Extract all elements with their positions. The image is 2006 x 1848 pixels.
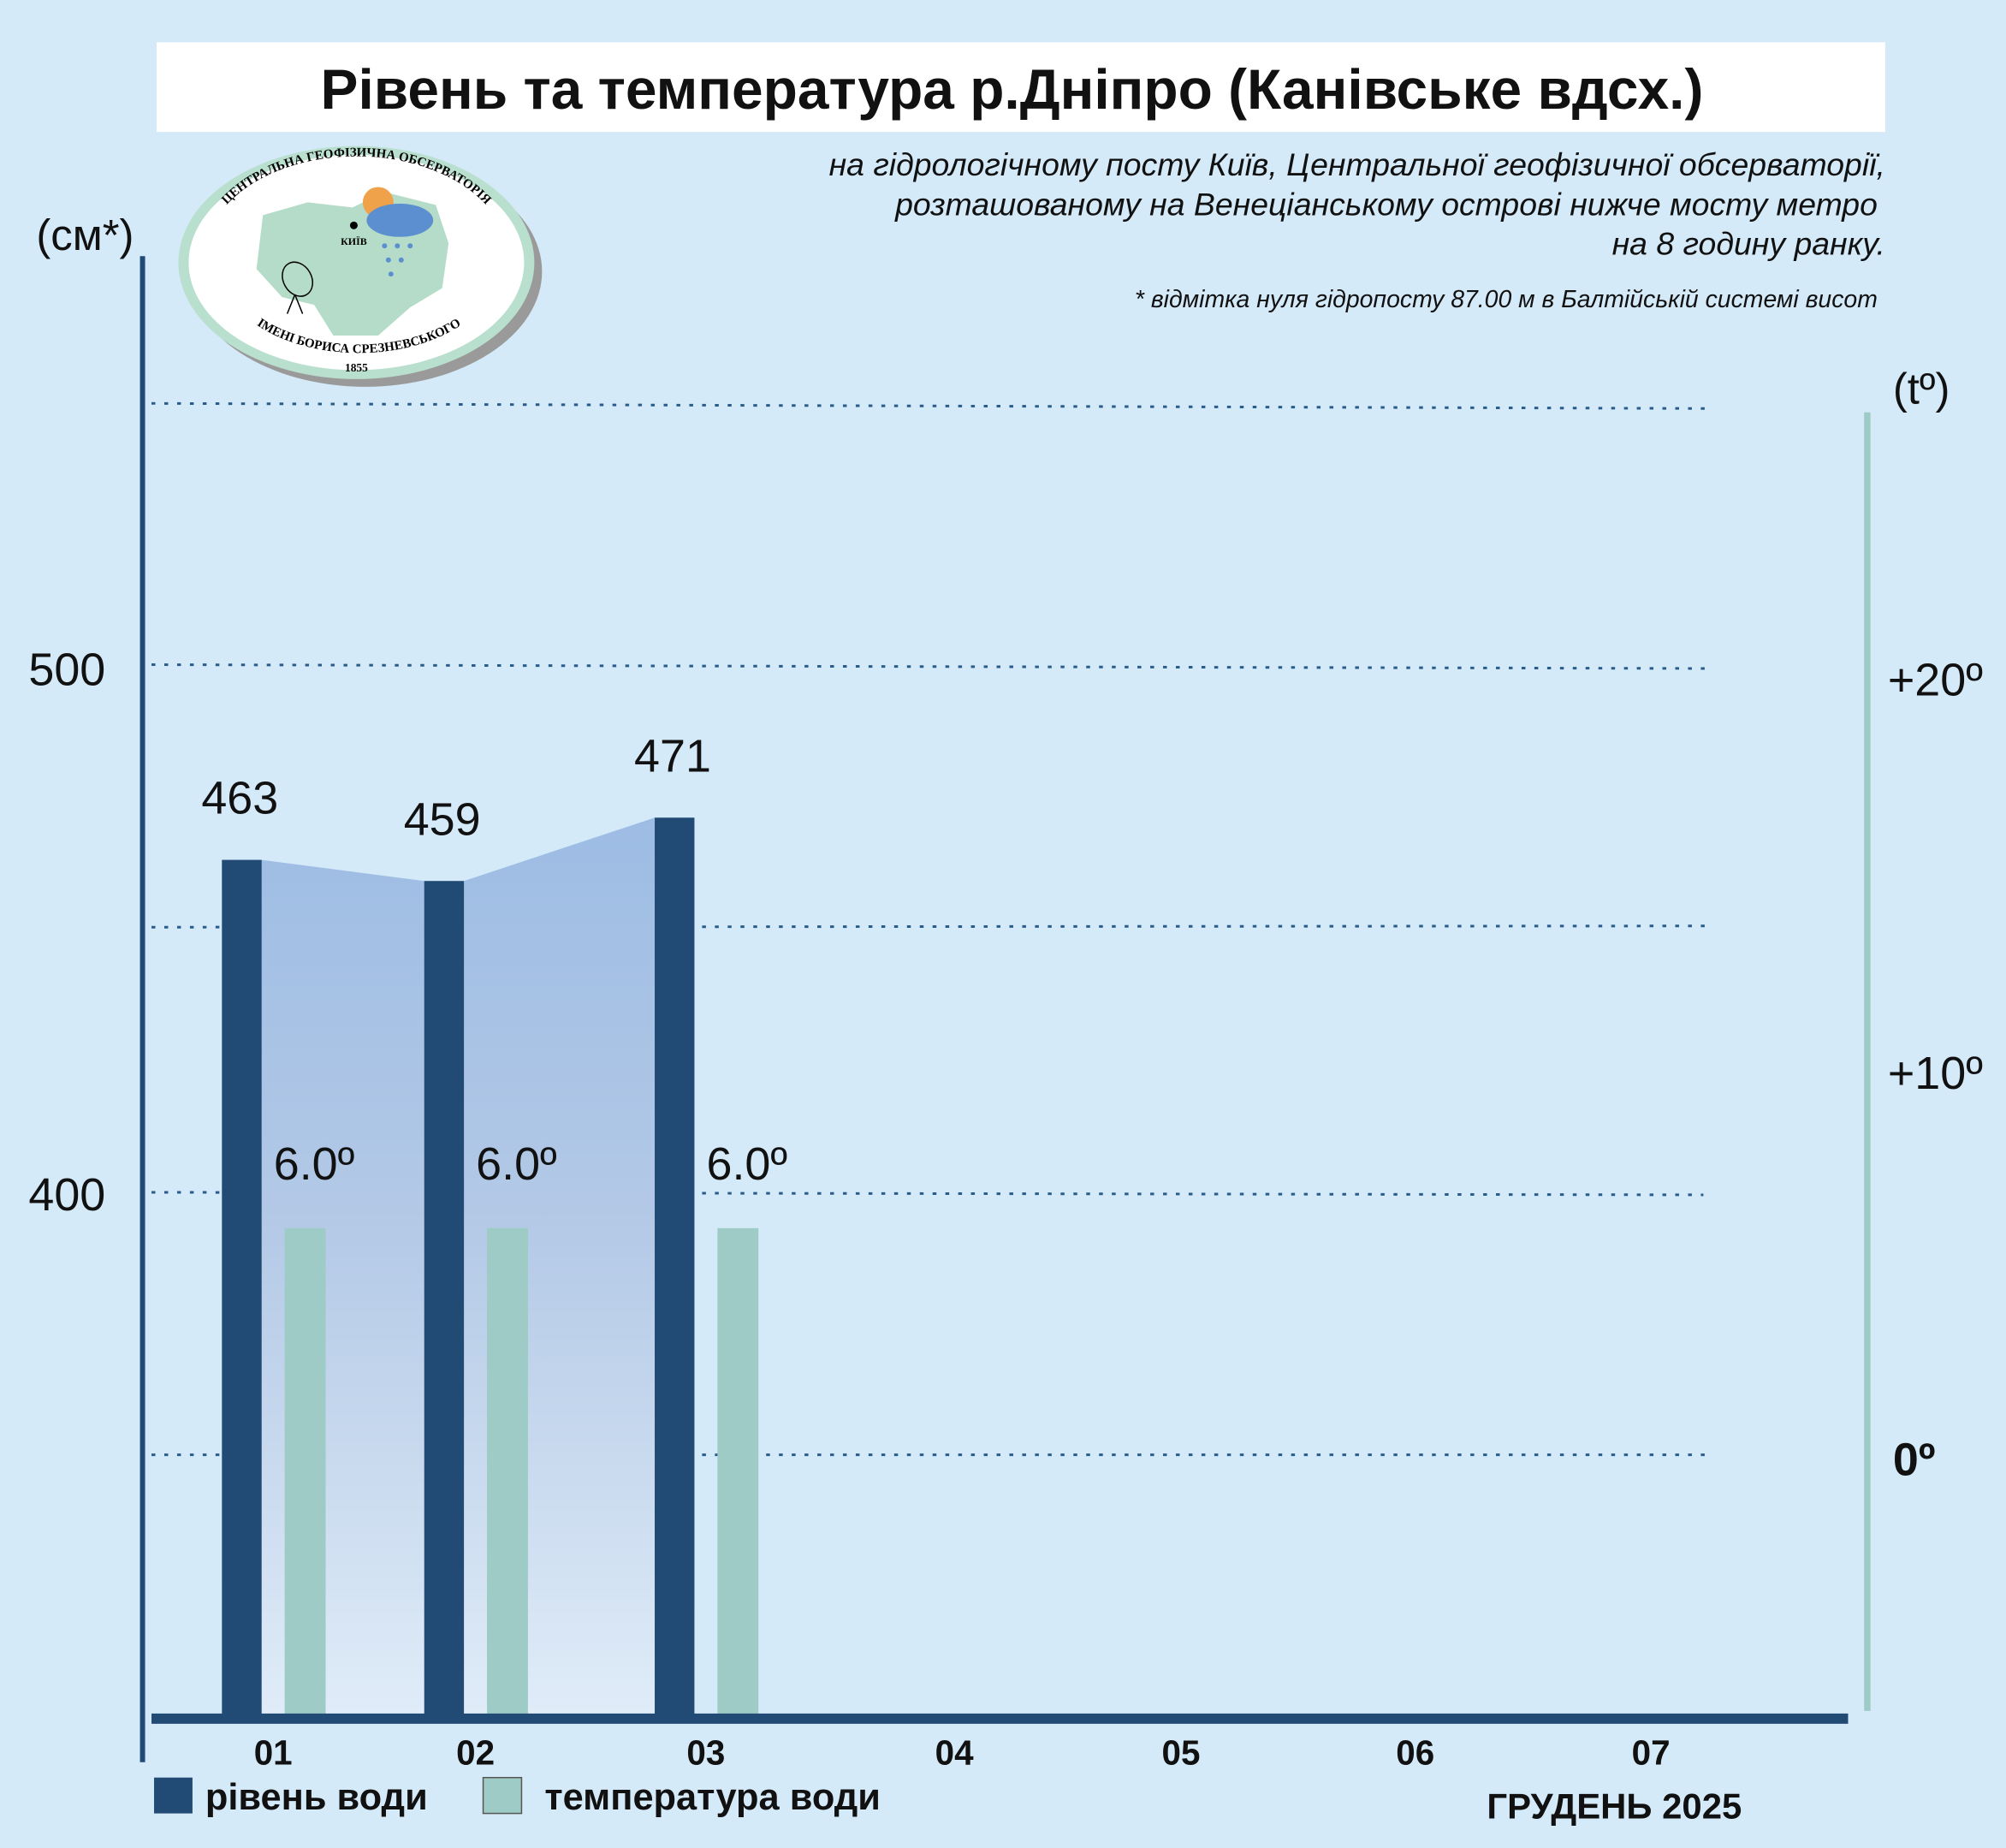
temperature-bar: [487, 1227, 528, 1716]
level-bar: [424, 881, 465, 1716]
right-tick-label: +10º: [1888, 1048, 1983, 1099]
x-tick-label: 02: [456, 1733, 495, 1773]
observatory-logo: КИЇВ 1855 ЦЕНТРАЛЬНА ГЕОФІЗИЧНА ОБСЕРВАТ…: [178, 146, 543, 387]
cloud-icon: [366, 203, 434, 237]
legend-swatch-level: [154, 1777, 193, 1814]
footnote: * відмітка нуля гідропосту 87.00 м в Бал…: [1135, 286, 1878, 313]
temperature-data-label: 6.0º: [476, 1138, 557, 1190]
level-bar: [655, 817, 695, 1716]
x-tick-label: 04: [935, 1733, 974, 1773]
gridline: [151, 924, 1714, 929]
chart-title: Рівень та температура р.Дніпро (Канівськ…: [321, 57, 1704, 121]
subtitle-line-2: розташованому на Венеціанському острові …: [894, 186, 1878, 222]
x-tick-label: 01: [254, 1733, 293, 1773]
level-data-label: 459: [404, 793, 481, 845]
x-tick-label: 05: [1162, 1733, 1201, 1773]
temperature-bar: [717, 1227, 759, 1716]
svg-text:1855: 1855: [345, 361, 368, 374]
x-tick-label: 06: [1396, 1733, 1434, 1773]
left-tick-label: 500: [28, 644, 105, 695]
legend-label-level: рівень води: [205, 1777, 428, 1818]
temperature-bar: [284, 1227, 326, 1716]
legend-label-temperature: температура води: [544, 1777, 881, 1818]
level-data-label: 463: [201, 773, 278, 824]
right-tick-label: 0º: [1893, 1435, 1936, 1486]
subtitle-line-1: на гідрологічному посту Київ, Центрально…: [829, 146, 1885, 182]
right-tick-label: +20º: [1888, 654, 1983, 705]
level-data-label: 471: [634, 730, 711, 781]
gridline: [151, 401, 1714, 410]
legend: рівень води температура води: [154, 1776, 881, 1818]
left-axis-label: (см*): [36, 211, 134, 259]
title-box: [157, 42, 1885, 133]
left-tick-label: 400: [28, 1169, 105, 1221]
temperature-data-label: 6.0º: [274, 1138, 355, 1190]
satellite-dish-icon: [282, 261, 314, 314]
temperature-data-label: 6.0º: [706, 1138, 787, 1190]
legend-swatch-temperature: [482, 1776, 523, 1815]
level-bar: [222, 859, 262, 1716]
x-axis-title: ГРУДЕНЬ 2025: [1487, 1786, 1742, 1827]
kyiv-dot-icon: [349, 221, 358, 229]
svg-text:КИЇВ: КИЇВ: [341, 235, 367, 247]
right-axis-label: (tº): [1893, 364, 1950, 413]
rain-icon: [382, 243, 413, 277]
x-tick-label: 03: [686, 1733, 725, 1773]
subtitle-line-3: на 8 годину ранку.: [1612, 226, 1885, 262]
x-tick-label: 07: [1632, 1733, 1671, 1773]
baseline: [151, 1713, 1849, 1724]
gridline: [151, 663, 1714, 670]
